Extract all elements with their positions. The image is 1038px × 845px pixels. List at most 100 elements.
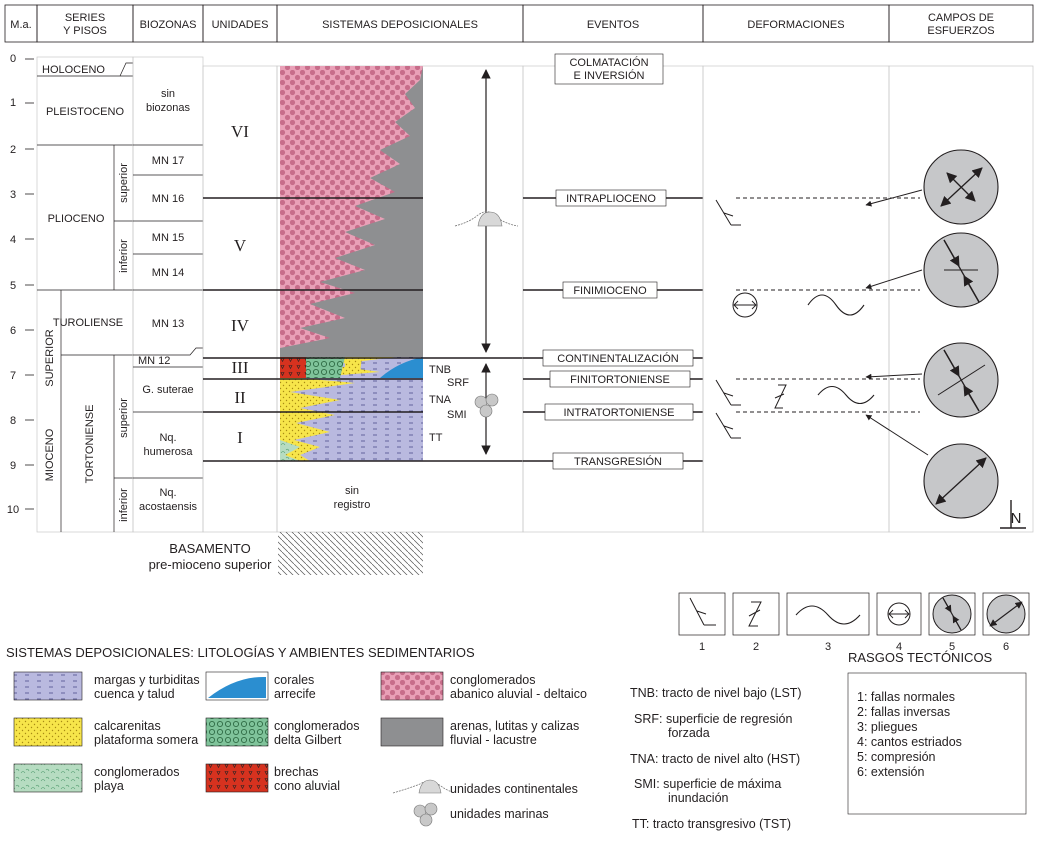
unidad-vi: VI bbox=[231, 122, 249, 141]
symbol-number: 4 bbox=[896, 641, 902, 653]
header-series-1: SERIES bbox=[65, 12, 105, 24]
unidad-v: V bbox=[234, 236, 247, 255]
legend-abanico-1: conglomerados bbox=[450, 673, 535, 687]
rasgos-item: 4: cantos estriados bbox=[857, 735, 962, 749]
unidad-iv: IV bbox=[231, 316, 250, 335]
biozona-nqacos-1: Nq. bbox=[159, 487, 176, 499]
tract-srf: SRF bbox=[447, 377, 469, 389]
symbol-number: 2 bbox=[753, 641, 759, 653]
rasgos-item: 3: pliegues bbox=[857, 720, 917, 734]
series-tortoniense: TORTONIENSE bbox=[84, 405, 96, 484]
unidad-ii: II bbox=[234, 388, 246, 407]
legend-srf-1: SRF: superficie de regresión bbox=[634, 712, 792, 726]
header-deformaciones: DEFORMACIONES bbox=[747, 19, 844, 31]
legend-margas-1: margas y turbiditas bbox=[94, 673, 200, 687]
sin-registro-1: sin bbox=[345, 485, 359, 497]
symbol-number: 5 bbox=[949, 641, 955, 653]
tract-tnb: TNB bbox=[429, 364, 451, 376]
sistemas-column bbox=[203, 65, 524, 575]
age-tick-label: 2 bbox=[10, 144, 16, 156]
legend-gilbert-1: conglomerados bbox=[274, 719, 359, 733]
legend-corales-2: arrecife bbox=[274, 687, 316, 701]
legend-calcarenitas-1: calcarenitas bbox=[94, 719, 161, 733]
series-mioceno: MIOCENO bbox=[44, 428, 56, 481]
legend-srf-2: forzada bbox=[668, 726, 710, 740]
age-axis: 0 1 2 3 4 5 6 7 8 9 10 bbox=[7, 53, 34, 516]
series-turoliense: TUROLIENSE bbox=[53, 317, 123, 329]
biozona-sin-2: biozonas bbox=[146, 102, 191, 114]
age-tick-label: 4 bbox=[10, 234, 16, 246]
symbol-number: 1 bbox=[699, 641, 705, 653]
biozona-mn17: MN 17 bbox=[152, 155, 184, 167]
north-label: N bbox=[1011, 510, 1022, 527]
header-eventos: EVENTOS bbox=[587, 19, 639, 31]
legend-corales-1: corales bbox=[274, 673, 314, 687]
tectonic-symbols bbox=[678, 592, 1030, 636]
rasgos-box bbox=[847, 672, 1027, 815]
age-tick-label: 0 bbox=[10, 53, 16, 65]
deformaciones-column bbox=[702, 65, 920, 533]
legend-margas-2: cuenca y talud bbox=[94, 687, 175, 701]
biozona-nqhum-2: humerosa bbox=[144, 446, 194, 458]
eventos-column bbox=[522, 53, 704, 533]
legend-marinas: unidades marinas bbox=[450, 807, 549, 821]
legend-smi-1: SMI: superficie de máxima bbox=[634, 777, 781, 791]
biozona-nqacos-2: acostaensis bbox=[139, 501, 198, 513]
legend-smi-2: inundación bbox=[668, 791, 729, 805]
biozona-mn15: MN 15 bbox=[152, 232, 184, 244]
evento-continentalizacion: CONTINENTALIZACIÓN bbox=[557, 352, 678, 365]
campos-column bbox=[865, 65, 1034, 533]
rasgos-item: 6: extensión bbox=[857, 765, 924, 779]
biozona-mn14: MN 14 bbox=[152, 267, 184, 279]
header-sistemas: SISTEMAS DEPOSICIONALES bbox=[322, 19, 478, 31]
unidad-i: I bbox=[237, 428, 243, 447]
legend-swatches bbox=[13, 671, 453, 827]
biozona-sin-1: sin bbox=[161, 88, 175, 100]
biozona-mn13: MN 13 bbox=[152, 318, 184, 330]
series-column bbox=[36, 56, 134, 533]
legend-tnb: TNB: tracto de nivel bajo (LST) bbox=[630, 686, 802, 700]
legend-brechas-2: cono aluvial bbox=[274, 779, 340, 793]
series-mio-superior: SUPERIOR bbox=[44, 329, 56, 387]
evento-intratortoniense: INTRATORTONIENSE bbox=[563, 407, 674, 419]
legend-title: SISTEMAS DEPOSICIONALES: LITOLOGÍAS Y AM… bbox=[6, 645, 475, 660]
rasgos-item: 1: fallas normales bbox=[857, 690, 955, 704]
legend-brechas-1: brechas bbox=[274, 765, 318, 779]
biozona-mn16: MN 16 bbox=[152, 193, 184, 205]
header-ma: M.a. bbox=[10, 19, 31, 31]
header-biozonas: BIOZONAS bbox=[140, 19, 197, 31]
biozona-nqhum-1: Nq. bbox=[159, 432, 176, 444]
evento-inversion: E INVERSIÓN bbox=[574, 69, 645, 82]
legend-fluvial-2: fluvial - lacustre bbox=[450, 733, 537, 747]
tract-tt: TT bbox=[429, 432, 443, 444]
series-tort-inferior: inferior bbox=[118, 488, 130, 522]
evento-finimioceno: FINIMIOCENO bbox=[573, 285, 647, 297]
age-tick-label: 3 bbox=[10, 189, 16, 201]
series-tort-superior: superior bbox=[118, 398, 130, 438]
header-row bbox=[4, 4, 1034, 43]
biozona-mn12: MN 12 bbox=[138, 355, 170, 367]
legend-fluvial-1: arenas, lutitas y calizas bbox=[450, 719, 579, 733]
series-plioceno: PLIOCENO bbox=[48, 213, 105, 225]
sin-registro-2: registro bbox=[334, 499, 371, 511]
biozonas-column bbox=[132, 56, 204, 533]
series-pleistoceno: PLEISTOCENO bbox=[46, 106, 124, 118]
age-tick-label: 5 bbox=[10, 280, 16, 292]
legend-tna: TNA: tracto de nivel alto (HST) bbox=[630, 752, 800, 766]
symbol-number: 3 bbox=[825, 641, 831, 653]
biozona-gsuterae: G. suterae bbox=[142, 384, 193, 396]
age-tick-label: 6 bbox=[10, 325, 16, 337]
evento-intraplioceno: INTRAPLIOCENO bbox=[566, 193, 656, 205]
series-holoceno: HOLOCENO bbox=[42, 64, 105, 76]
basamento-2: pre-mioceno superior bbox=[149, 557, 273, 572]
evento-transgresion: TRANSGRESIÓN bbox=[574, 455, 662, 468]
legend-tt: TT: tracto transgresivo (TST) bbox=[632, 817, 791, 831]
unidad-iii: III bbox=[232, 358, 249, 377]
rasgos-title: RASGOS TECTÓNICOS bbox=[848, 650, 993, 665]
basamento-1: BASAMENTO bbox=[169, 541, 250, 556]
legend-calcarenitas-2: plataforma somera bbox=[94, 733, 198, 747]
age-tick-label: 1 bbox=[10, 97, 16, 109]
header-campos-2: ESFUERZOS bbox=[927, 25, 994, 37]
rasgos-item: 2: fallas inversas bbox=[857, 705, 950, 719]
